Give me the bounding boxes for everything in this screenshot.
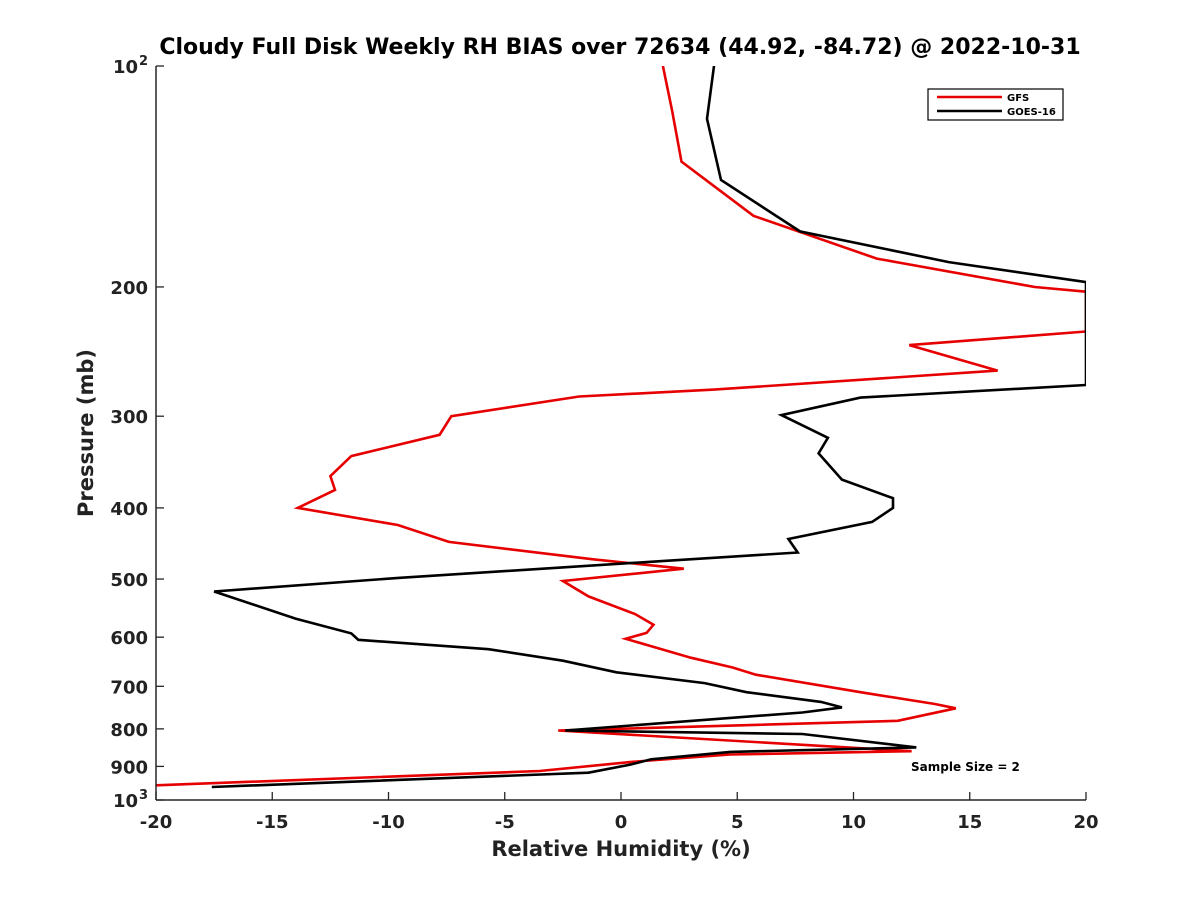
series-line-gfs <box>156 66 1086 787</box>
y-tick-label: 500 <box>110 570 148 591</box>
x-tick-label: -5 <box>495 812 515 833</box>
legend-label-gfs: GFS <box>1007 93 1029 104</box>
y-tick-label: 400 <box>110 499 148 520</box>
x-axis-label: Relative Humidity (%) <box>491 837 750 861</box>
x-tick-label: 0 <box>615 812 628 833</box>
legend: GFS GOES-16 <box>927 88 1064 121</box>
series-line-goes16 <box>211 66 1086 789</box>
chart-title: Cloudy Full Disk Weekly RH BIAS over 726… <box>159 35 1080 60</box>
data-lines <box>156 66 1086 789</box>
y-tick-label: 900 <box>110 757 148 778</box>
x-tick-label: -10 <box>372 812 405 833</box>
x-tick-label: -15 <box>256 812 289 833</box>
legend-label-goes16: GOES-16 <box>1007 107 1056 118</box>
y-tick-exponent: 2 <box>139 54 148 69</box>
y-tick-label: 700 <box>110 677 148 698</box>
x-tick-label: 10 <box>841 812 866 833</box>
y-tick-label: 800 <box>110 720 148 741</box>
y-tick-label: 200 <box>110 278 148 299</box>
x-tick-label: -20 <box>140 812 173 833</box>
y-tick-label: 600 <box>110 628 148 649</box>
plot-area <box>156 66 1086 800</box>
sample-size-annotation: Sample Size = 2 <box>911 760 1020 774</box>
y-tick-label: 10 <box>113 791 138 812</box>
y-tick-label: 10 <box>113 57 138 78</box>
x-tick-label: 20 <box>1073 812 1098 833</box>
x-tick-label: 15 <box>957 812 982 833</box>
y-tick-exponent: 3 <box>139 788 148 803</box>
x-tick-label: 5 <box>731 812 744 833</box>
y-tick-label: 300 <box>110 407 148 428</box>
legend-box <box>927 88 1064 121</box>
y-axis-label: Pressure (mb) <box>74 349 98 517</box>
x-axis-ticks: -20 -15 -10 -5 0 5 10 15 20 <box>140 792 1099 833</box>
